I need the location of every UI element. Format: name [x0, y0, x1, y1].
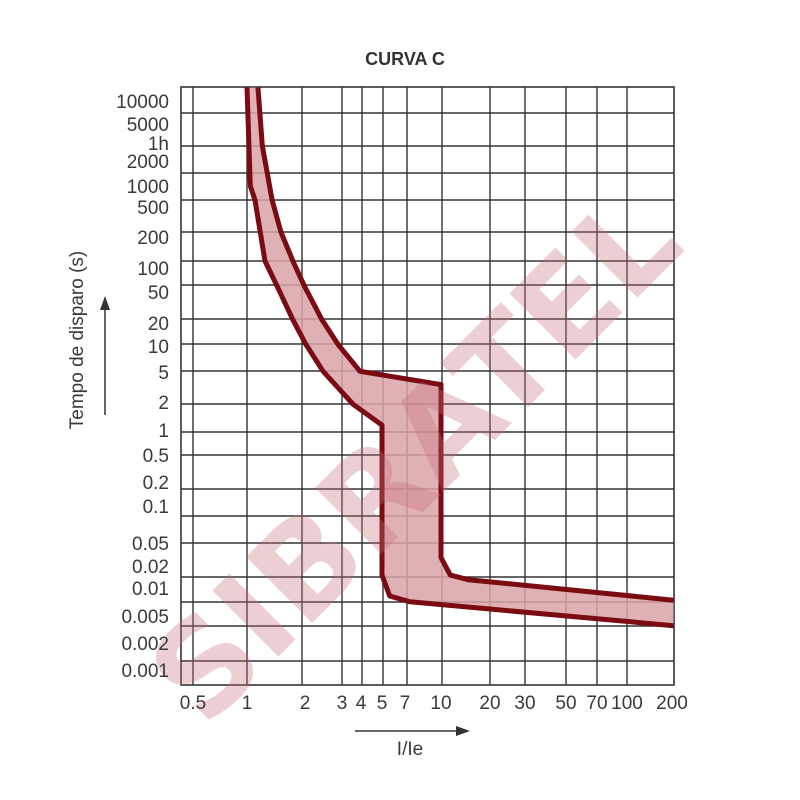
- y-tick-label: 5000: [127, 115, 169, 136]
- x-tick-label: 30: [514, 693, 535, 714]
- y-tick-label: 0.5: [143, 446, 169, 467]
- y-tick-label: 5: [158, 363, 169, 384]
- x-tick-label: 2: [300, 693, 311, 714]
- watermark-logo: SIBRATEL: [122, 165, 709, 752]
- upper-bound-curve: [255, 87, 674, 603]
- y-tick-label: 0.005: [121, 607, 169, 628]
- x-tick-label: 200: [656, 693, 688, 714]
- x-tick-label: 70: [586, 693, 607, 714]
- x-tick-label: 5: [377, 693, 388, 714]
- x-tick-label: 100: [611, 693, 643, 714]
- y-tick-label: 0.002: [121, 634, 169, 655]
- y-tick-label: 200: [137, 228, 169, 249]
- y-tick-label: 10: [148, 337, 169, 358]
- y-tick-label: 500: [137, 198, 169, 219]
- y-tick-label: 1h: [148, 134, 169, 155]
- y-axis-arrow: [100, 296, 110, 415]
- chart-title: CURVA C: [365, 49, 445, 69]
- y-tick-label: 1: [158, 421, 169, 442]
- y-tick-label: 2: [158, 393, 169, 414]
- lower-bound-curve: [244, 87, 674, 629]
- y-tick-label: 20: [148, 314, 169, 335]
- x-axis-arrow: [355, 726, 470, 736]
- x-axis-label: I/Ie: [397, 739, 423, 760]
- y-tick-label: 0.001: [121, 661, 169, 682]
- y-tick-label: 0.02: [132, 557, 169, 578]
- x-tick-label: 10: [430, 693, 451, 714]
- y-tick-label: 0.05: [132, 534, 169, 555]
- x-tick-label: 1: [242, 693, 253, 714]
- x-tick-label: 7: [400, 693, 411, 714]
- x-tick-label: 50: [555, 693, 576, 714]
- y-axis-label: Tempo de disparo (s): [67, 251, 88, 429]
- y-tick-label: 1000: [127, 177, 169, 198]
- x-tick-labels: 0.5 1 2 3 4 5 7 10 20 30 50 70 100 200: [180, 693, 688, 714]
- y-tick-label: 0.2: [143, 473, 169, 494]
- y-tick-label: 10000: [116, 92, 169, 113]
- y-tick-label: 50: [148, 283, 169, 304]
- trip-band-fill: [247, 87, 674, 626]
- y-tick-label: 0.1: [143, 497, 169, 518]
- trip-band: [244, 87, 674, 629]
- x-tick-label: 3: [337, 693, 348, 714]
- y-tick-label: 100: [137, 259, 169, 280]
- x-tick-label: 4: [356, 693, 367, 714]
- y-tick-label: 2000: [127, 152, 169, 173]
- x-tick-label: 0.5: [180, 693, 206, 714]
- plot-border: [180, 86, 675, 686]
- y-tick-label: 0.01: [132, 579, 169, 600]
- x-tick-label: 20: [479, 693, 500, 714]
